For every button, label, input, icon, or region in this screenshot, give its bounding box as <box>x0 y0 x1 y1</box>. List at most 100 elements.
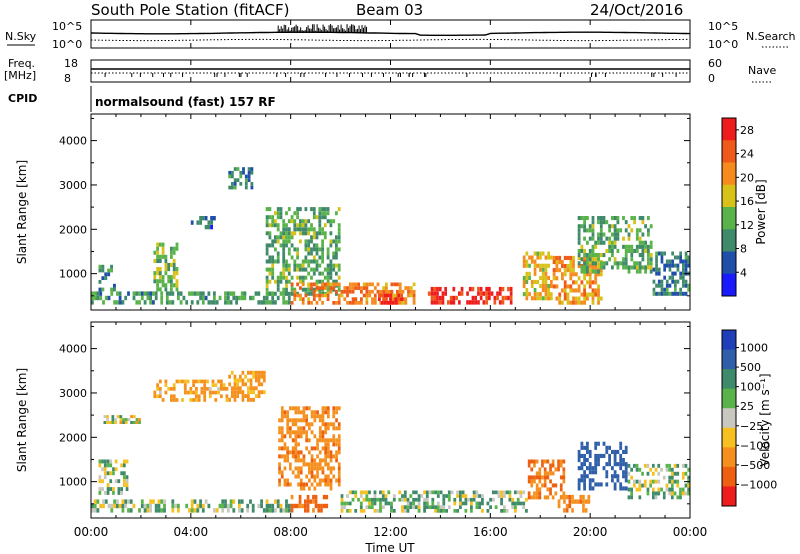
data-cell <box>329 470 333 475</box>
data-cell <box>346 501 349 506</box>
data-cell <box>681 463 685 468</box>
data-cell <box>291 454 295 459</box>
data-cell <box>304 287 308 292</box>
data-cell <box>611 216 614 221</box>
data-cell <box>439 509 443 513</box>
data-cell <box>577 288 581 293</box>
data-cell <box>170 287 173 292</box>
data-cell <box>294 438 298 443</box>
data-cell <box>602 265 606 270</box>
data-cell <box>627 495 631 500</box>
data-cell <box>230 394 234 398</box>
data-cell <box>247 394 250 398</box>
data-cell <box>304 219 308 224</box>
data-cell <box>321 227 324 232</box>
data-cell <box>371 289 374 294</box>
data-cell <box>98 264 102 269</box>
data-cell <box>315 279 319 284</box>
colorbar-tick-label: −500 <box>740 459 770 472</box>
data-cell <box>602 453 606 458</box>
data-cell <box>323 207 327 212</box>
data-cell <box>276 207 280 212</box>
data-cell <box>348 509 352 513</box>
data-cell <box>616 478 620 483</box>
data-cell <box>132 421 136 424</box>
data-cell <box>561 264 564 269</box>
data-cell <box>196 300 200 305</box>
data-cell <box>619 453 623 458</box>
data-cell <box>551 495 555 500</box>
data-cell <box>118 503 122 509</box>
data-cell <box>104 276 108 280</box>
data-cell <box>265 295 269 301</box>
data-cell <box>591 470 595 475</box>
data-cell <box>679 259 682 264</box>
data-cell <box>310 267 313 272</box>
data-cell <box>597 253 600 258</box>
data-cell <box>597 288 600 293</box>
data-cell <box>233 394 237 398</box>
data-cell <box>624 474 628 479</box>
data-cell <box>668 263 672 268</box>
data-cell <box>681 491 685 496</box>
data-cell <box>143 508 147 513</box>
data-cell <box>314 503 318 509</box>
data-cell <box>285 231 288 236</box>
data-cell <box>201 508 205 513</box>
data-cell <box>674 283 677 288</box>
data-cell <box>117 491 121 495</box>
data-cell <box>101 467 104 472</box>
data-cell <box>304 267 308 272</box>
data-cell <box>327 482 330 487</box>
data-cell <box>229 503 233 509</box>
data-cell <box>539 292 542 297</box>
data-cell <box>221 503 225 509</box>
data-cell <box>337 450 341 455</box>
data-cell <box>591 478 595 483</box>
data-cell <box>283 446 287 451</box>
data-cell <box>599 240 603 245</box>
data-cell <box>199 499 202 504</box>
data-cell <box>175 398 179 402</box>
data-cell <box>171 508 175 513</box>
data-cell <box>282 247 286 252</box>
data-cell <box>535 491 539 496</box>
data-cell <box>224 499 227 504</box>
data-cell <box>591 216 595 221</box>
data-cell <box>175 279 179 284</box>
data-cell <box>172 246 176 251</box>
data-cell <box>348 301 352 305</box>
data-cell <box>365 282 369 287</box>
data-cell <box>533 495 536 500</box>
data-cell <box>505 490 509 495</box>
data-cell <box>674 255 677 260</box>
data-cell <box>168 291 172 296</box>
data-cell <box>316 410 319 415</box>
data-cell <box>282 243 286 248</box>
data-cell <box>671 275 674 280</box>
data-cell <box>286 430 289 435</box>
data-cell <box>652 267 656 272</box>
data-cell <box>294 406 298 411</box>
data-cell <box>302 458 306 463</box>
data-cell <box>140 295 144 301</box>
data-cell <box>530 495 534 500</box>
data-cell <box>665 463 669 468</box>
data-cell <box>276 279 280 284</box>
data-cell <box>549 463 552 468</box>
data-cell <box>559 459 563 464</box>
data-cell <box>550 279 553 284</box>
data-cell <box>321 215 324 220</box>
data-cell <box>684 255 688 260</box>
data-cell <box>301 275 305 280</box>
y-tick-label: 2000 <box>59 223 87 236</box>
data-cell <box>380 293 384 298</box>
data-cell <box>657 491 661 496</box>
data-cell <box>635 236 639 241</box>
data-cell <box>278 462 281 467</box>
data-cell <box>201 216 205 221</box>
data-cell <box>676 263 680 268</box>
data-cell <box>557 467 560 472</box>
data-cell <box>541 475 544 480</box>
data-cell <box>583 248 586 253</box>
